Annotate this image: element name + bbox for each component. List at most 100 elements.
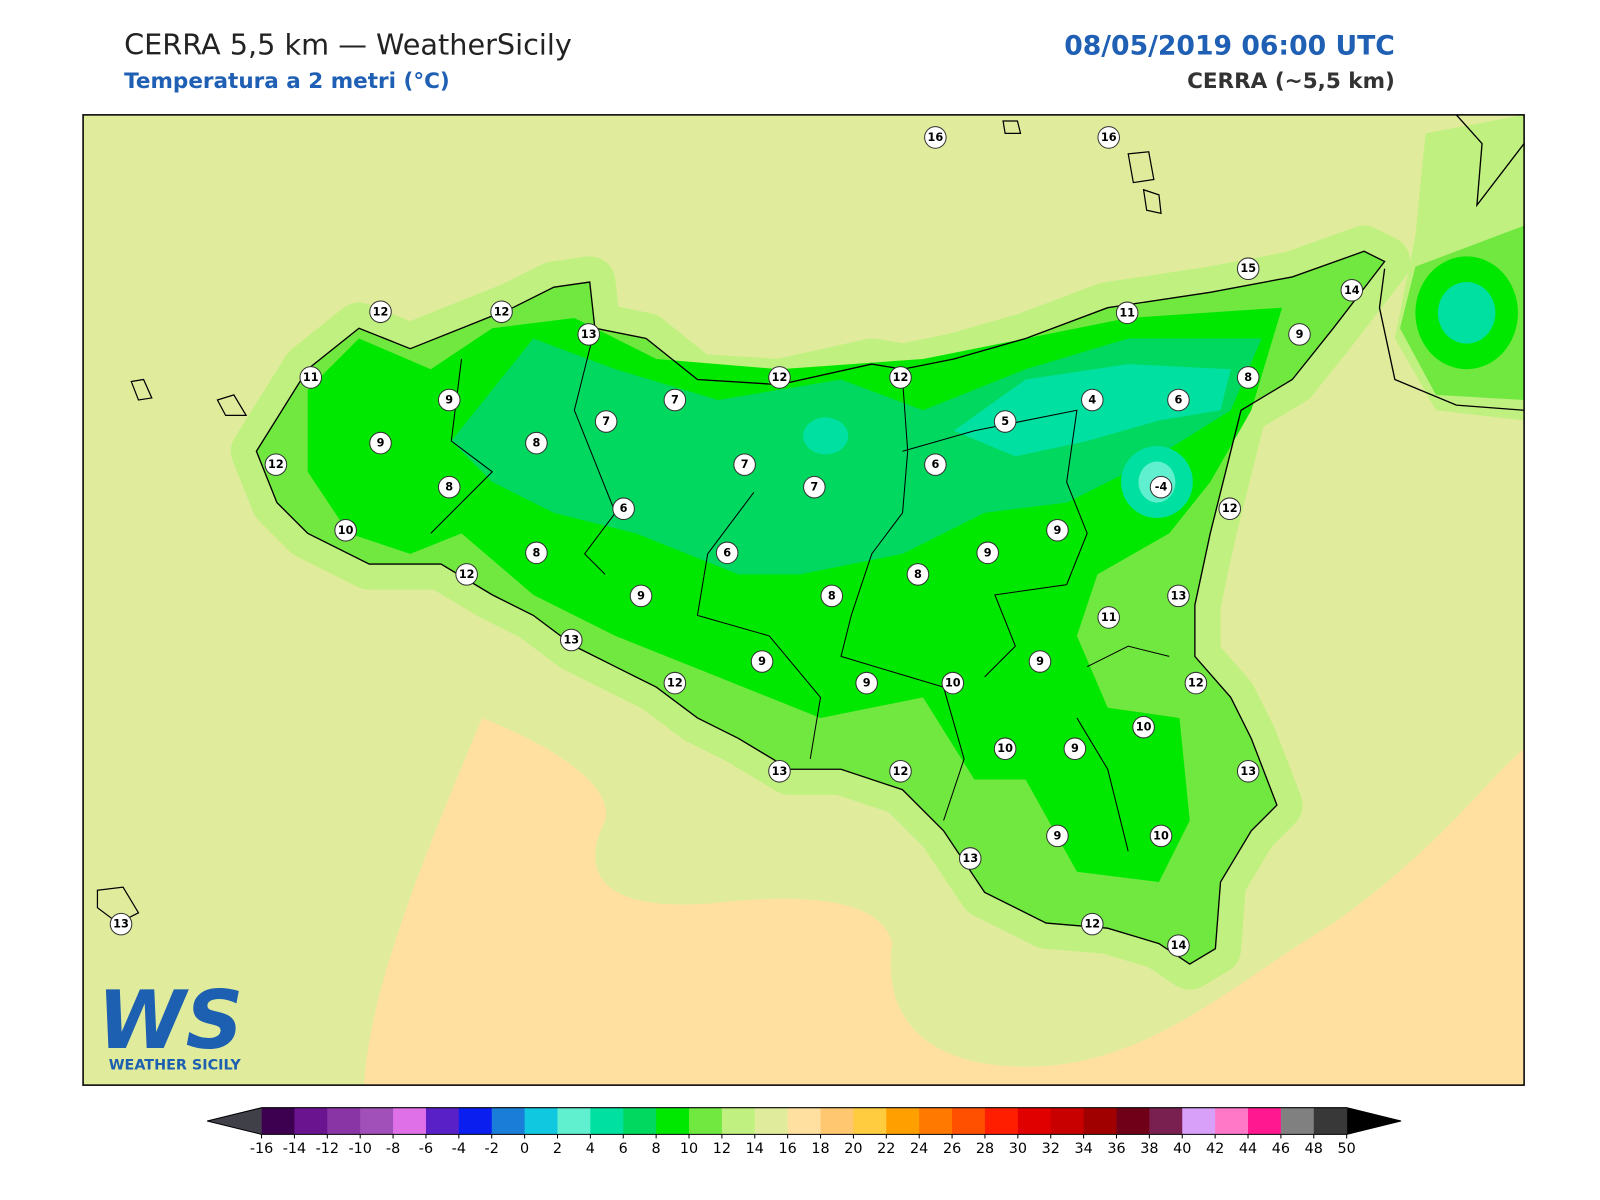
colorbar-tick-label: -6 bbox=[419, 1141, 433, 1157]
colorbar-segment bbox=[261, 1107, 295, 1135]
station-marker bbox=[612, 497, 635, 520]
colorbar-tick-label: 14 bbox=[746, 1141, 764, 1157]
colorbar-tick-label: 42 bbox=[1206, 1141, 1224, 1157]
colorbar-tick-label: 2 bbox=[553, 1141, 562, 1157]
station-value: 12 bbox=[772, 371, 788, 384]
colorbar-segment bbox=[491, 1107, 526, 1135]
station-value: 8 bbox=[532, 546, 540, 559]
station-marker bbox=[750, 650, 774, 673]
station-marker bbox=[768, 366, 791, 389]
station-marker bbox=[1167, 388, 1190, 412]
colorbar-segment bbox=[557, 1107, 591, 1135]
colorbar-segment bbox=[787, 1107, 822, 1135]
logo-name: WEATHER SICILY bbox=[109, 1058, 242, 1074]
colorbar-tick-label: 24 bbox=[910, 1141, 928, 1157]
station-value: 6 bbox=[620, 502, 628, 515]
station-value: 12 bbox=[1222, 502, 1238, 515]
colorbar-tick-label: 12 bbox=[713, 1141, 731, 1157]
colorbar-segment bbox=[984, 1107, 1019, 1135]
colorbar-tick-label: 32 bbox=[1042, 1141, 1060, 1157]
colorbar-tick-label: 50 bbox=[1338, 1141, 1356, 1157]
station-marker bbox=[1097, 606, 1120, 629]
station-marker bbox=[264, 453, 288, 476]
colorbar-tick-label: 8 bbox=[652, 1141, 661, 1157]
station-value: 12 bbox=[893, 371, 909, 384]
title: CERRA 5,5 km — WeatherSicily bbox=[124, 27, 572, 61]
station-value: 8 bbox=[445, 481, 453, 494]
colorbar-segment bbox=[393, 1107, 427, 1135]
station-value: 15 bbox=[1240, 262, 1256, 275]
station-value: 12 bbox=[373, 305, 389, 318]
station-value: 9 bbox=[758, 655, 766, 668]
station-value: 13 bbox=[962, 852, 978, 865]
colorbar-segment bbox=[1083, 1107, 1117, 1135]
station-value: 11 bbox=[1101, 611, 1117, 624]
station-marker bbox=[1236, 759, 1260, 783]
station-marker bbox=[993, 410, 1017, 433]
station-marker bbox=[768, 759, 791, 783]
subtitle: Temperatura a 2 metri (°C) bbox=[124, 69, 450, 94]
map-frame bbox=[82, 114, 1525, 1086]
station-value: 13 bbox=[563, 633, 579, 646]
station-marker bbox=[924, 126, 947, 149]
colorbar-segment bbox=[294, 1107, 328, 1135]
station-marker bbox=[1149, 824, 1173, 848]
colorbar-tick-label: -14 bbox=[283, 1141, 306, 1157]
station-marker bbox=[663, 388, 687, 412]
station-marker bbox=[733, 453, 756, 476]
colorbar-segment bbox=[425, 1107, 460, 1135]
station-value: 11 bbox=[303, 371, 319, 384]
station-value: 10 bbox=[1153, 829, 1169, 842]
station-marker bbox=[455, 563, 478, 586]
station-value: 10 bbox=[997, 742, 1013, 755]
station-marker bbox=[663, 671, 687, 695]
colorbar-tick-label: 10 bbox=[680, 1141, 698, 1157]
station-marker bbox=[1340, 278, 1364, 302]
station-marker bbox=[559, 628, 583, 652]
station-marker bbox=[1081, 388, 1104, 412]
colorbar-under bbox=[207, 1107, 262, 1135]
calabria-6 bbox=[1437, 282, 1496, 344]
station-marker bbox=[924, 453, 947, 476]
colorbar-segment bbox=[656, 1107, 690, 1135]
colorbar-tick-label: 40 bbox=[1173, 1141, 1191, 1157]
station-value: 9 bbox=[377, 437, 385, 450]
colorbar-tick-label: -16 bbox=[250, 1141, 273, 1157]
station-marker bbox=[1167, 934, 1190, 957]
colorbar-segment bbox=[853, 1107, 887, 1135]
station-value: 10 bbox=[945, 677, 961, 690]
station-marker bbox=[437, 388, 461, 412]
station-marker bbox=[594, 410, 618, 433]
colorbar-tick-label: 18 bbox=[811, 1141, 829, 1157]
station-marker bbox=[820, 584, 844, 608]
station-marker bbox=[1132, 715, 1155, 739]
station-marker bbox=[941, 671, 965, 695]
colorbar-tick-label: 36 bbox=[1107, 1141, 1125, 1157]
station-marker bbox=[715, 541, 739, 565]
logo-mark: WS bbox=[97, 974, 243, 1067]
station-marker bbox=[629, 584, 653, 608]
station-marker bbox=[1115, 301, 1139, 325]
station-value: 11 bbox=[1119, 306, 1135, 319]
station-marker bbox=[334, 518, 357, 542]
station-value: 13 bbox=[113, 918, 129, 931]
station-marker bbox=[437, 475, 461, 499]
colorbar-segment bbox=[689, 1107, 723, 1135]
colorbar-segment bbox=[1182, 1107, 1216, 1135]
station-value: 9 bbox=[1036, 655, 1044, 668]
colorbar-tick-label: -10 bbox=[348, 1141, 371, 1157]
station-value: 9 bbox=[445, 393, 453, 406]
colorbar-tick-label: 38 bbox=[1140, 1141, 1158, 1157]
colorbar-tick-label: 22 bbox=[877, 1141, 895, 1157]
colorbar-segment bbox=[919, 1107, 953, 1135]
station-marker bbox=[1288, 323, 1311, 346]
station-marker bbox=[1046, 518, 1069, 542]
colorbar-segment bbox=[1149, 1107, 1183, 1135]
colorbar-over bbox=[1346, 1107, 1402, 1135]
station-value: 9 bbox=[1071, 742, 1079, 755]
colorbar-segment bbox=[1248, 1107, 1282, 1135]
station-marker bbox=[1081, 912, 1104, 936]
colorbar-tick-label: 16 bbox=[779, 1141, 797, 1157]
colorbar-tick-label: 28 bbox=[976, 1141, 994, 1157]
warm-sea bbox=[364, 717, 1525, 1086]
